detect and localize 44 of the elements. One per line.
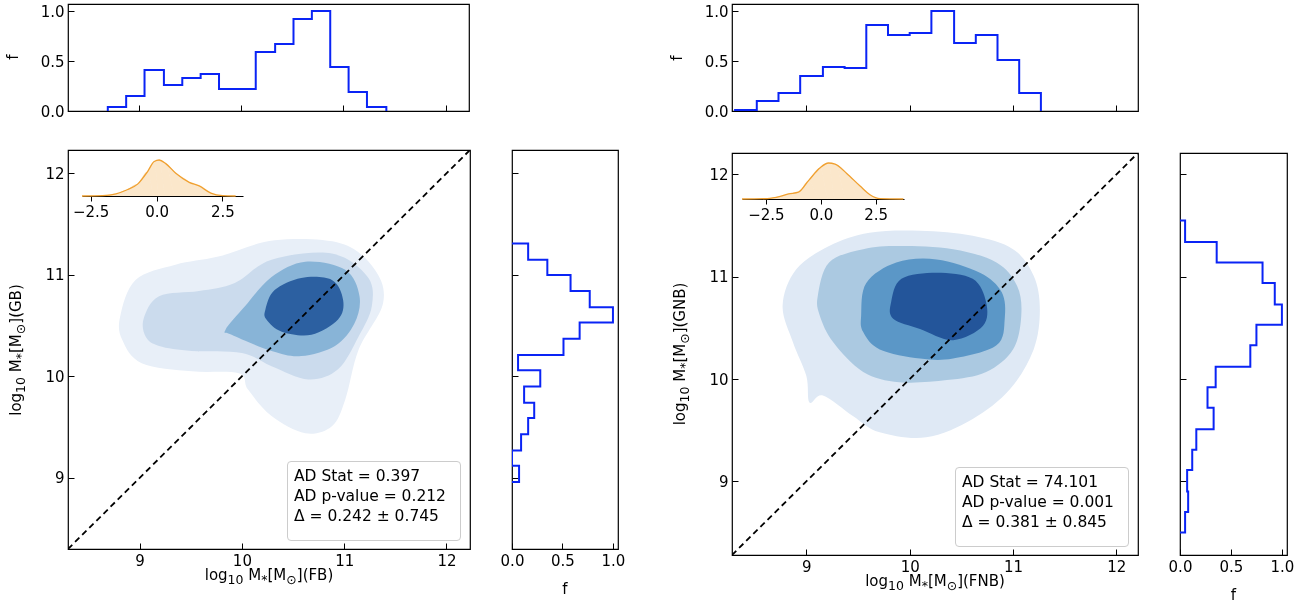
x-tick-label: 0.0	[809, 205, 834, 224]
x-tick-label: 0.5	[1219, 557, 1244, 576]
y-tick-label: 9	[54, 469, 65, 488]
y-tick-label: 0.0	[704, 102, 729, 121]
annotation: AD Stat = 0.397	[293, 466, 422, 486]
x-tick-label: 9	[135, 551, 145, 570]
x-tick-label: 11	[1003, 557, 1024, 576]
annotation: Δ = 0.381 ± 0.845	[961, 512, 1108, 532]
x-tick-label: 1.0	[1270, 557, 1295, 576]
y-tick-label: 0.0	[40, 102, 65, 121]
x-tick-label: 0.0	[145, 202, 169, 221]
x-tick-label: 0.0	[1168, 557, 1193, 576]
y-tick-label: 12	[45, 164, 65, 183]
x-tick-label: 9	[802, 557, 812, 576]
y-tick-label: 10	[45, 367, 65, 386]
annotation: AD Stat = 74.101	[961, 472, 1099, 492]
y-axis-title: f	[3, 54, 22, 60]
y-tick-label: 10	[709, 370, 729, 389]
x-tick-label: −2.5	[72, 202, 110, 221]
x-axis-title: log$_{10}$ M$_{*}$[M$_{⊙}$](FNB)	[865, 571, 1005, 593]
x-tick-label: 11	[335, 551, 355, 570]
y-axis-title: f	[667, 55, 686, 61]
x-tick-label: 2.5	[864, 205, 889, 224]
x-axis-title: log$_{10}$ M$_{*}$[M$_{⊙}$](FB)	[204, 565, 334, 587]
x-tick-label: 12	[437, 551, 457, 570]
x-axis-title: f	[562, 579, 568, 598]
x-tick-label: 0.5	[551, 551, 575, 570]
y-tick-label: 1.0	[40, 2, 65, 21]
x-tick-label: −2.5	[748, 205, 785, 224]
annotation: Δ = 0.242 ± 0.745	[293, 506, 440, 526]
annotation: AD p-value = 0.212	[293, 486, 446, 506]
y-tick-label: 11	[709, 268, 729, 287]
y-tick-label: 9	[718, 472, 729, 491]
y-tick-label: 0.5	[40, 52, 65, 71]
x-tick-label: 0.0	[500, 551, 525, 570]
x-tick-label: 12	[1107, 557, 1127, 576]
y-tick-label: 11	[45, 266, 65, 285]
annotation: AD p-value = 0.001	[961, 492, 1114, 512]
x-axis-title: f	[1230, 585, 1237, 604]
y-tick-label: 1.0	[704, 2, 729, 21]
x-tick-label: 1.0	[601, 551, 626, 570]
y-tick-label: 12	[709, 165, 729, 184]
y-tick-label: 0.5	[704, 52, 729, 71]
x-tick-label: 2.5	[211, 202, 235, 221]
